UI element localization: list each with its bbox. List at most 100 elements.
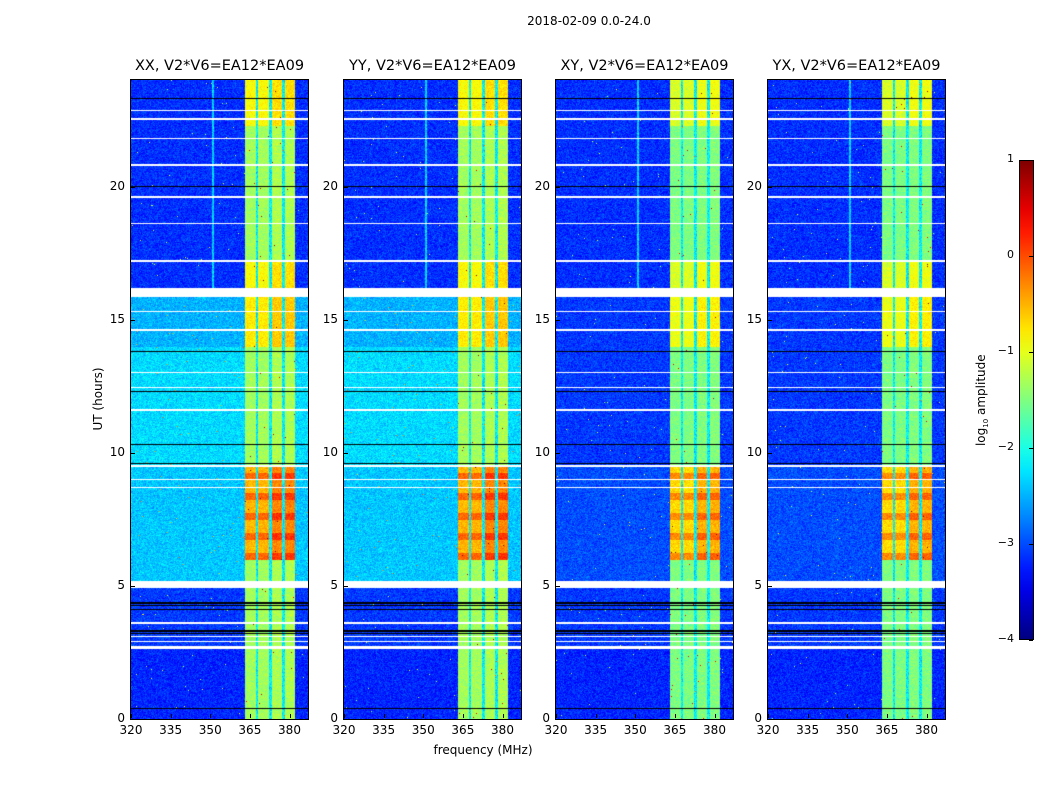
colorbar-label-rest: amplitude xyxy=(973,354,988,419)
x-tick-label: 380 xyxy=(703,723,726,737)
y-tick-label: 15 xyxy=(109,311,125,326)
x-tick-mark xyxy=(462,714,464,718)
y-tick-mark xyxy=(344,719,348,720)
x-tick-mark xyxy=(131,714,132,718)
x-tick-label: 350 xyxy=(623,723,647,737)
heatmap-image xyxy=(344,80,521,719)
y-tick-label: 0 xyxy=(754,711,762,725)
y-tick-label: 10 xyxy=(109,444,125,459)
x-tick-label: 365 xyxy=(238,723,262,737)
x-tick-label: 335 xyxy=(372,723,396,737)
y-tick-label: 5 xyxy=(117,577,125,592)
x-tick-mark xyxy=(289,714,291,718)
x-tick-label: 320 xyxy=(544,723,568,737)
x-tick-label: 365 xyxy=(663,723,687,737)
heatmap-panel-yx: YX, V2*V6=EA12*EA09 xyxy=(767,58,946,720)
y-tick-label: 20 xyxy=(322,178,338,193)
x-tick-mark xyxy=(210,714,212,718)
colorbar-tick-mark xyxy=(1029,448,1033,449)
x-tick-mark xyxy=(674,714,676,718)
y-tick-mark xyxy=(131,719,135,720)
x-tick-mark xyxy=(383,714,385,718)
y-tick-label: 0 xyxy=(330,711,338,725)
y-tick-mark xyxy=(556,452,560,454)
x-tick-label: 335 xyxy=(796,723,820,737)
y-tick-label: 5 xyxy=(754,577,762,592)
colorbar-tick-mark xyxy=(1029,352,1033,353)
colorbar-tick-label: 0 xyxy=(1007,248,1014,261)
heatmap-panel-yy: YY, V2*V6=EA12*EA09 xyxy=(343,58,522,720)
x-tick-label: 365 xyxy=(451,723,475,737)
panel-title: XY, V2*V6=EA12*EA09 xyxy=(560,58,729,74)
x-tick-label: 350 xyxy=(411,723,435,737)
colorbar xyxy=(1019,160,1034,640)
y-tick-mark xyxy=(768,319,772,321)
colorbar-tick-mark xyxy=(1029,544,1033,545)
heatmap-image xyxy=(768,80,945,719)
x-tick-mark xyxy=(170,714,172,718)
x-tick-mark xyxy=(502,714,504,718)
y-tick-label: 15 xyxy=(746,311,762,326)
y-tick-mark xyxy=(768,186,772,188)
y-tick-label: 20 xyxy=(746,178,762,193)
x-tick-mark xyxy=(926,714,928,718)
y-tick-label: 20 xyxy=(534,178,550,193)
y-tick-mark xyxy=(556,186,560,188)
y-tick-label: 15 xyxy=(322,311,338,326)
y-tick-mark xyxy=(131,452,135,454)
x-tick-mark xyxy=(249,714,251,718)
figure-title: 2018-02-09 0.0-24.0 xyxy=(527,14,651,28)
y-tick-label: 5 xyxy=(330,577,338,592)
x-tick-label: 320 xyxy=(756,723,780,737)
x-tick-label: 335 xyxy=(584,723,608,737)
y-tick-mark xyxy=(768,452,772,454)
y-tick-label: 0 xyxy=(542,711,550,725)
colorbar-tick-label: 1 xyxy=(1007,152,1014,165)
y-tick-mark xyxy=(556,719,560,720)
x-tick-label: 320 xyxy=(332,723,356,737)
y-tick-mark xyxy=(131,585,135,587)
y-tick-label: 15 xyxy=(534,311,550,326)
x-tick-label: 365 xyxy=(875,723,899,737)
colorbar-tick-label: −3 xyxy=(997,536,1014,549)
panel-title: XX, V2*V6=EA12*EA09 xyxy=(134,58,305,74)
x-tick-label: 380 xyxy=(915,723,938,737)
x-tick-label: 380 xyxy=(491,723,514,737)
colorbar-tick-label: −1 xyxy=(997,344,1014,357)
panel-title: YY, V2*V6=EA12*EA09 xyxy=(349,58,516,74)
y-tick-mark xyxy=(344,319,348,321)
x-tick-mark xyxy=(344,714,345,718)
colorbar-tick-label: −4 xyxy=(997,632,1014,645)
colorbar-tick-mark xyxy=(1029,160,1033,161)
y-axis-label: UT (hours) xyxy=(91,367,105,431)
y-tick-label: 5 xyxy=(542,577,550,592)
y-tick-label: 10 xyxy=(746,444,762,459)
y-tick-mark xyxy=(768,719,772,720)
y-tick-mark xyxy=(556,585,560,587)
x-tick-mark xyxy=(768,714,769,718)
heatmap-panel-xy: XY, V2*V6=EA12*EA09 xyxy=(555,58,734,720)
heatmap-panel-xx: XX, V2*V6=EA12*EA09 xyxy=(130,58,309,720)
colorbar-tick-label: −2 xyxy=(997,440,1014,453)
heatmap-image xyxy=(131,80,308,719)
x-tick-label: 350 xyxy=(198,723,222,737)
y-tick-label: 0 xyxy=(117,711,125,725)
x-tick-mark xyxy=(847,714,849,718)
y-tick-mark xyxy=(556,319,560,321)
panel-title: YX, V2*V6=EA12*EA09 xyxy=(772,58,941,74)
x-tick-mark xyxy=(556,714,557,718)
x-tick-mark xyxy=(635,714,637,718)
x-tick-label: 320 xyxy=(119,723,143,737)
x-tick-label: 350 xyxy=(835,723,859,737)
y-tick-label: 10 xyxy=(322,444,338,459)
colorbar-tick-mark xyxy=(1029,640,1033,641)
x-tick-mark xyxy=(886,714,888,718)
x-tick-mark xyxy=(714,714,716,718)
x-tick-label: 380 xyxy=(278,723,301,737)
y-tick-mark xyxy=(344,585,348,587)
y-tick-mark xyxy=(768,585,772,587)
y-tick-mark xyxy=(131,186,135,188)
y-tick-label: 10 xyxy=(534,444,550,459)
x-tick-mark xyxy=(423,714,425,718)
